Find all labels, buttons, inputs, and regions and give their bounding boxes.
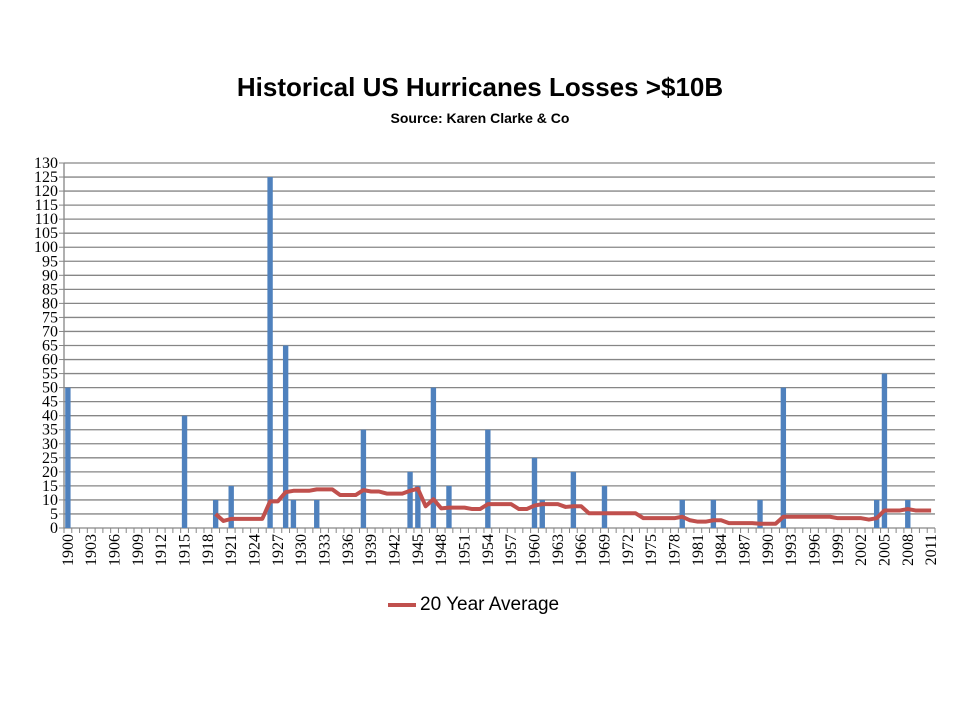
y-tick-label: 45 [42,394,58,411]
y-tick-label: 40 [42,408,58,425]
bar-1944 [407,471,413,528]
bar-1954 [485,429,491,528]
y-tick-label: 125 [34,169,58,186]
y-tick-label: 35 [42,422,58,439]
bar-1926 [267,177,273,529]
x-tick-label: 1966 [573,534,590,566]
y-tick-label: 110 [35,211,58,228]
y-tick-label: 80 [42,295,58,312]
x-tick-label: 1930 [293,534,310,566]
bar-1969 [601,485,608,528]
x-tick-label: 2008 [900,534,917,566]
bar-1932 [314,499,320,528]
bar-1929 [290,499,297,528]
x-tick-label: 1939 [363,534,380,566]
y-tick-label: 100 [34,239,58,256]
bar-1900 [65,387,71,528]
x-tick-label: 1960 [526,534,543,566]
x-tick-label: 2002 [853,534,870,566]
chart-subtitle: Source: Karen Clarke & Co [390,110,570,126]
x-tick-label: 2005 [876,534,893,566]
x-tick-label: 1945 [410,534,427,566]
x-tick-label: 1954 [480,534,497,566]
y-tick-label: 95 [42,253,58,270]
x-tick-label: 1912 [153,534,170,566]
y-tick-label: 105 [34,225,58,242]
bar-1983 [710,499,717,528]
x-tick-label: 2011 [923,534,940,565]
bar-1938 [360,429,367,528]
x-tick-label: 1909 [130,534,147,566]
y-tick-label: 120 [34,183,58,200]
bar-1965 [570,471,577,528]
x-tick-label: 1963 [550,534,567,566]
y-tick-label: 115 [35,197,58,214]
y-tick-label: 65 [42,338,58,355]
x-tick-label: 1918 [200,534,217,566]
x-tick-label: 1972 [620,534,637,566]
x-tick-label: 1984 [713,534,730,566]
x-tick-label: 1948 [433,534,450,566]
x-tick-label: 1999 [830,534,847,566]
bar-1915 [181,415,188,528]
y-tick-label: 75 [42,309,58,326]
x-tick-label: 1981 [690,534,707,566]
x-tick-label: 1924 [247,534,264,566]
bar-1979 [679,499,685,528]
y-tick-label: 85 [42,281,58,298]
y-tick-label: 5 [50,506,58,523]
x-tick-label: 1915 [177,534,194,566]
x-tick-label: 1990 [760,534,777,566]
x-tick-label: 1933 [317,534,334,566]
bar-1921 [228,485,234,528]
bar-1960 [531,457,538,528]
x-tick-label: 1903 [83,534,100,566]
y-tick-label: 20 [42,464,58,481]
y-tick-label: 15 [42,478,58,495]
bar-1928 [282,345,289,528]
y-tick-label: 10 [42,492,58,509]
x-tick-label: 1900 [60,534,77,566]
x-tick-label: 1978 [666,534,683,566]
bar-1992 [780,387,787,528]
bar-2008 [905,499,911,528]
legend-label: 20 Year Average [420,594,560,615]
x-tick-label: 1927 [270,534,287,566]
x-tick-label: 1942 [387,534,404,566]
x-tick-label: 1996 [806,534,823,566]
line-20-year-average [214,486,932,526]
bar-1945 [415,485,421,528]
y-tick-label: 60 [42,352,58,369]
x-tick-label: 1969 [596,534,613,566]
y-tick-label: 25 [42,450,58,467]
y-tick-label: 70 [42,323,58,340]
y-tick-label: 90 [42,267,58,284]
x-tick-label: 1987 [736,534,753,566]
bar-1947 [430,387,437,528]
x-tick-label: 1957 [503,534,520,566]
y-tick-label: 130 [34,155,58,172]
x-tick-label: 1975 [643,534,660,566]
y-tick-label: 55 [42,366,58,383]
y-tick-label: 0 [50,520,58,537]
bar-1961 [539,499,545,528]
x-tick-label: 1921 [223,534,240,566]
x-tick-label: 1936 [340,534,357,566]
bar-1919 [212,499,219,528]
legend: 20 Year Average [388,594,559,616]
chart-title: Historical US Hurricanes Losses >$10B [236,72,724,102]
x-tick-label: 1993 [783,534,800,566]
y-tick-label: 50 [42,380,58,397]
bar-2004 [873,499,880,528]
y-tick-label: 30 [42,436,58,453]
x-tick-label: 1951 [457,534,474,566]
x-tick-label: 1906 [107,534,124,566]
bar-1989 [757,499,763,528]
bar-2005 [881,373,888,528]
legend-line-swatch [388,603,416,607]
